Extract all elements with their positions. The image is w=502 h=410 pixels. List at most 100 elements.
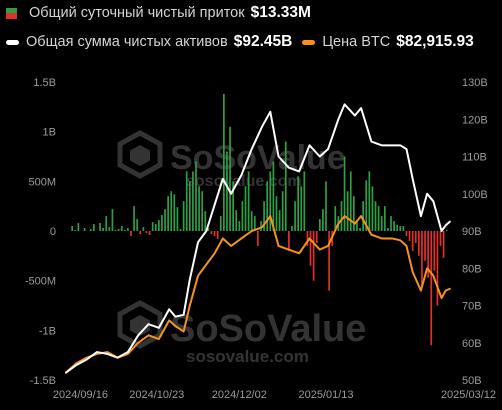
inflow-bar <box>114 230 117 231</box>
inflow-bar <box>170 191 173 231</box>
inflow-bar <box>210 231 213 234</box>
inflow-bar <box>188 181 191 231</box>
y-left-tick-label: 1B <box>43 127 56 139</box>
inflow-bar <box>238 221 241 231</box>
inflow-bar <box>353 196 355 231</box>
inflow-bar <box>281 191 284 231</box>
inflow-bar <box>120 226 123 231</box>
y-right-tick-label: 100B <box>462 189 488 201</box>
inflow-bar <box>411 231 414 251</box>
btc-label: Цена BTC <box>322 34 391 50</box>
inflow-bar <box>192 171 194 231</box>
inflow-bar <box>380 216 383 231</box>
y-left-tick-label: 500M <box>28 176 56 188</box>
inflow-bar <box>216 231 219 239</box>
inflow-bar <box>390 216 392 231</box>
inflow-bar <box>151 222 154 231</box>
inflow-bar <box>322 209 324 231</box>
inflow-bar <box>291 226 293 231</box>
inflow-bar <box>309 231 312 266</box>
inflow-bar <box>241 201 244 231</box>
inflow-bar <box>253 216 256 231</box>
series-lines <box>65 103 451 374</box>
inflow-bar <box>374 201 377 231</box>
inflow-bar <box>257 231 259 246</box>
inflow-bar <box>229 126 231 231</box>
legend-item-assets[interactable]: Общая сумма чистых активов $92.45B <box>6 33 292 51</box>
inflow-bar <box>349 171 352 231</box>
inflow-bar <box>424 231 426 261</box>
inflow-bar <box>294 201 296 231</box>
inflow-bar <box>164 209 166 231</box>
inflow-bar <box>111 209 114 231</box>
inflow-bar <box>145 231 148 233</box>
inflow-bar <box>235 210 238 231</box>
inflow-bar <box>102 228 104 231</box>
y-right-tick-label: 120B <box>462 114 488 126</box>
inflow-bar <box>402 226 405 231</box>
x-tick-label: 2025/03/12 <box>441 389 496 401</box>
legend-item-inflow[interactable]: Общий суточный чистый приток $13.33M <box>6 4 311 22</box>
inflow-bar <box>93 224 95 231</box>
inflow-bar <box>161 215 163 231</box>
inflow-bar <box>77 223 80 231</box>
inflow-bars <box>71 93 448 346</box>
inflow-bar <box>356 221 358 231</box>
inflow-bar <box>105 216 108 231</box>
inflow-bar <box>433 231 436 271</box>
y-left-tick-label: -500M <box>25 276 56 288</box>
inflow-bar <box>442 231 445 258</box>
inflow-bar <box>99 223 101 231</box>
inflow-bar <box>328 231 330 291</box>
inflow-bar <box>383 206 386 231</box>
y-right-tick-label: 110B <box>462 152 487 164</box>
inflow-bar <box>334 206 337 231</box>
inflow-bar <box>365 180 368 231</box>
inflow-bar <box>288 231 290 251</box>
inflow-bar <box>71 226 74 231</box>
inflow-bar <box>148 231 151 235</box>
watermark-logo-icon-top <box>117 130 163 179</box>
inflow-bar <box>343 156 346 231</box>
inflow-bar <box>359 228 361 231</box>
inflow-bar <box>303 171 306 231</box>
y-left-tick-label: 1.5B <box>33 77 56 89</box>
inflow-bar <box>213 231 216 236</box>
inflow-bar <box>300 186 303 231</box>
inflow-bar <box>247 171 250 231</box>
inflow-bar <box>297 176 299 231</box>
inflow-bar <box>117 229 120 231</box>
inflow-bar <box>74 230 77 231</box>
inflow-bar <box>136 219 139 231</box>
btc-value: $82,915.93 <box>396 33 474 50</box>
legend-item-btc[interactable]: Цена BTC $82,915.93 <box>302 33 474 51</box>
y-axis-right: 130B 120B 110B 100B 90B 80B 70B 60B 50B <box>462 77 488 387</box>
inflow-bar <box>368 171 371 231</box>
y-right-tick-label: 50B <box>462 375 482 387</box>
inflow-bar <box>427 231 429 278</box>
assets-value: $92.45B <box>233 33 293 50</box>
x-axis: 2024/09/16 2024/10/23 2024/12/02 2025/01/13… <box>53 389 496 401</box>
inflow-bar <box>123 230 126 231</box>
inflow-bar <box>325 181 327 231</box>
inflow-bar <box>173 194 176 231</box>
inflow-bar <box>278 210 281 231</box>
inflow-bar <box>127 228 129 231</box>
inflow-bar <box>436 231 439 306</box>
y-left-tick-label: 0 <box>50 226 56 238</box>
inflow-bar <box>195 161 197 231</box>
inflow-bar <box>284 141 287 231</box>
inflow-bar <box>312 231 315 281</box>
watermark-url-bottom: sosovalue.com <box>186 347 309 366</box>
assets-swatch-icon <box>6 39 19 45</box>
inflow-bar <box>414 231 417 243</box>
x-tick-label: 2024/09/16 <box>53 389 108 401</box>
inflow-bar <box>418 231 420 256</box>
inflow-bar <box>142 227 145 231</box>
inflow-bar <box>260 221 262 231</box>
inflow-bar <box>167 196 169 231</box>
inflow-bar <box>399 226 402 231</box>
inflow-bar <box>158 220 160 231</box>
watermark: SoSoValue sosovalue.com SoSoValue sosova… <box>117 130 366 366</box>
inflow-bar <box>377 206 380 231</box>
